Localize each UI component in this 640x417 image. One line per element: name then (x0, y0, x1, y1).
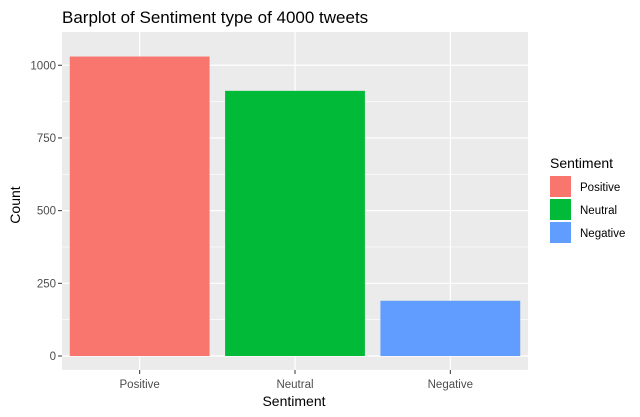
x-axis-ticks: Positive Neutral Negative (120, 370, 473, 391)
x-tick-label-neutral: Neutral (276, 379, 313, 391)
y-axis-title: Count (7, 186, 23, 223)
legend-key-positive (550, 176, 571, 197)
legend-key-neutral (550, 199, 571, 220)
y-tick-label: 1000 (30, 60, 56, 72)
chart-title: Barplot of Sentiment type of 4000 tweets (62, 8, 368, 27)
y-tick-label: 0 (50, 351, 56, 363)
bar-neutral (225, 90, 365, 356)
bar-negative (380, 300, 521, 356)
y-tick-label: 250 (37, 278, 56, 290)
x-tick-label-negative: Negative (428, 379, 473, 391)
legend-label-neutral: Neutral (580, 205, 617, 217)
bar-positive (69, 56, 210, 356)
legend-key-negative (550, 222, 571, 243)
y-axis-ticks: 0 250 500 750 1000 (30, 60, 62, 363)
x-tick-label-positive: Positive (120, 379, 160, 391)
y-tick-label: 750 (37, 133, 56, 145)
legend: Sentiment Positive Neutral Negative (550, 155, 625, 243)
x-axis-title: Sentiment (262, 393, 325, 409)
legend-title: Sentiment (550, 155, 613, 171)
legend-label-positive: Positive (580, 182, 620, 194)
legend-label-negative: Negative (580, 228, 625, 240)
y-tick-label: 500 (37, 206, 56, 218)
bars (69, 56, 521, 356)
